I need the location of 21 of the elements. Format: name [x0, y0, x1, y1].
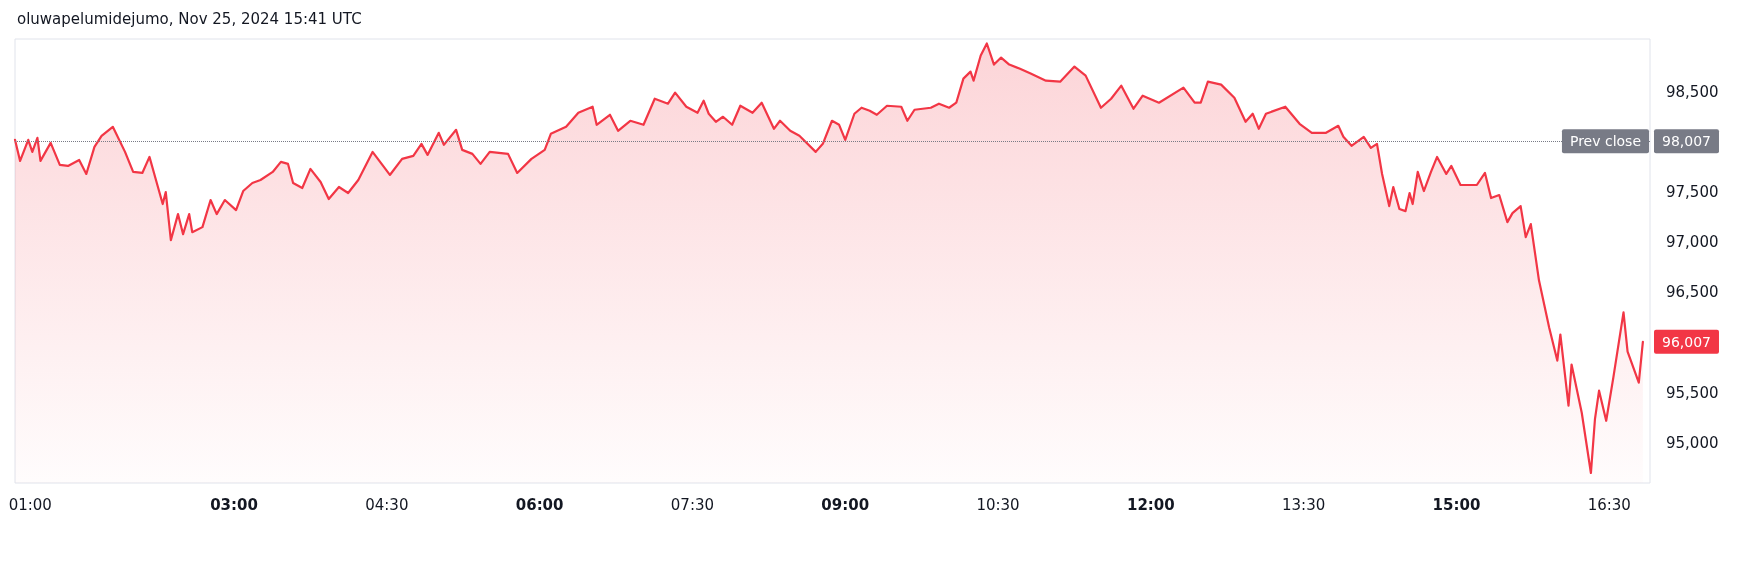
x-tick-label: 07:30 [670, 495, 715, 514]
y-tick-label: 97,000 [1666, 233, 1719, 252]
x-tick-label: 13:30 [1282, 495, 1326, 514]
x-tick-label: 01:00 [8, 495, 52, 514]
y-tick-label: 96,500 [1666, 283, 1719, 302]
y-tick-label: 95,000 [1666, 433, 1719, 452]
x-tick-label: 12:00 [1126, 495, 1175, 514]
chart-title: oluwapelumidejumo, Nov 25, 2024 15:41 UTC [17, 9, 362, 28]
y-tick-label: 97,500 [1666, 183, 1719, 202]
y-tick-label: 98,500 [1666, 82, 1719, 101]
x-tick-label: 04:30 [365, 495, 409, 514]
text: 98,007 [1662, 133, 1711, 150]
x-tick-label: 10:30 [976, 495, 1020, 514]
text: 96,007 [1662, 333, 1711, 350]
x-tick-label: 16:30 [1587, 495, 1631, 514]
y-tick-label: 95,500 [1666, 383, 1719, 402]
ref-line-label: Prev close [1569, 133, 1641, 150]
x-tick-label: 06:00 [515, 495, 564, 514]
x-tick-label: 09:00 [821, 495, 870, 514]
x-tick-label: 15:00 [1432, 495, 1481, 514]
x-tick-label: 03:00 [210, 495, 258, 514]
